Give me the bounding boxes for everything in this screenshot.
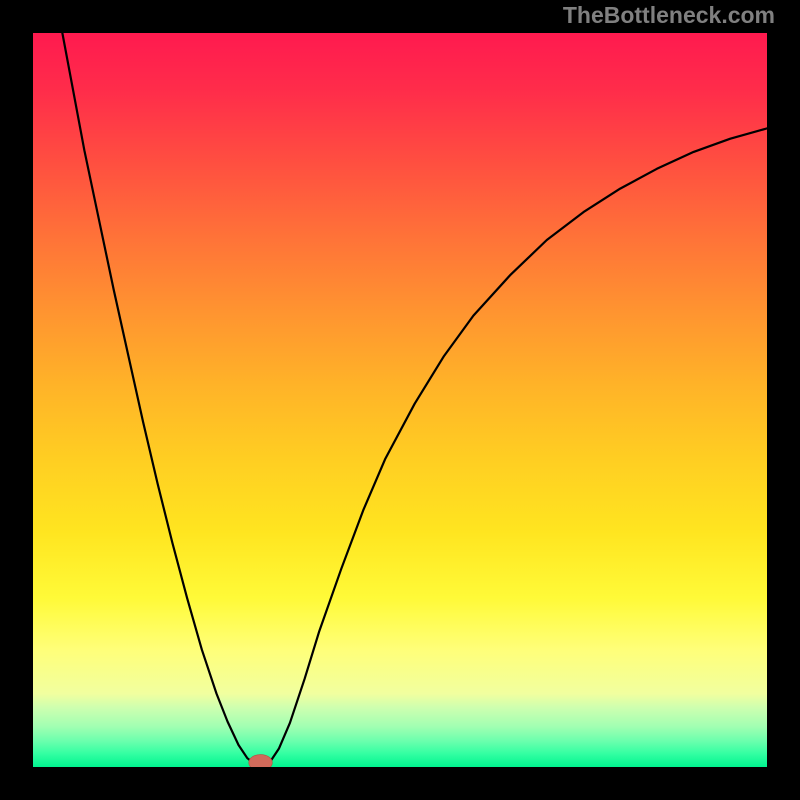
plot-svg bbox=[33, 33, 767, 767]
plot-area bbox=[33, 33, 767, 767]
chart-frame: TheBottleneck.com bbox=[0, 0, 800, 800]
watermark-text: TheBottleneck.com bbox=[563, 2, 775, 29]
gradient-background bbox=[33, 33, 767, 767]
